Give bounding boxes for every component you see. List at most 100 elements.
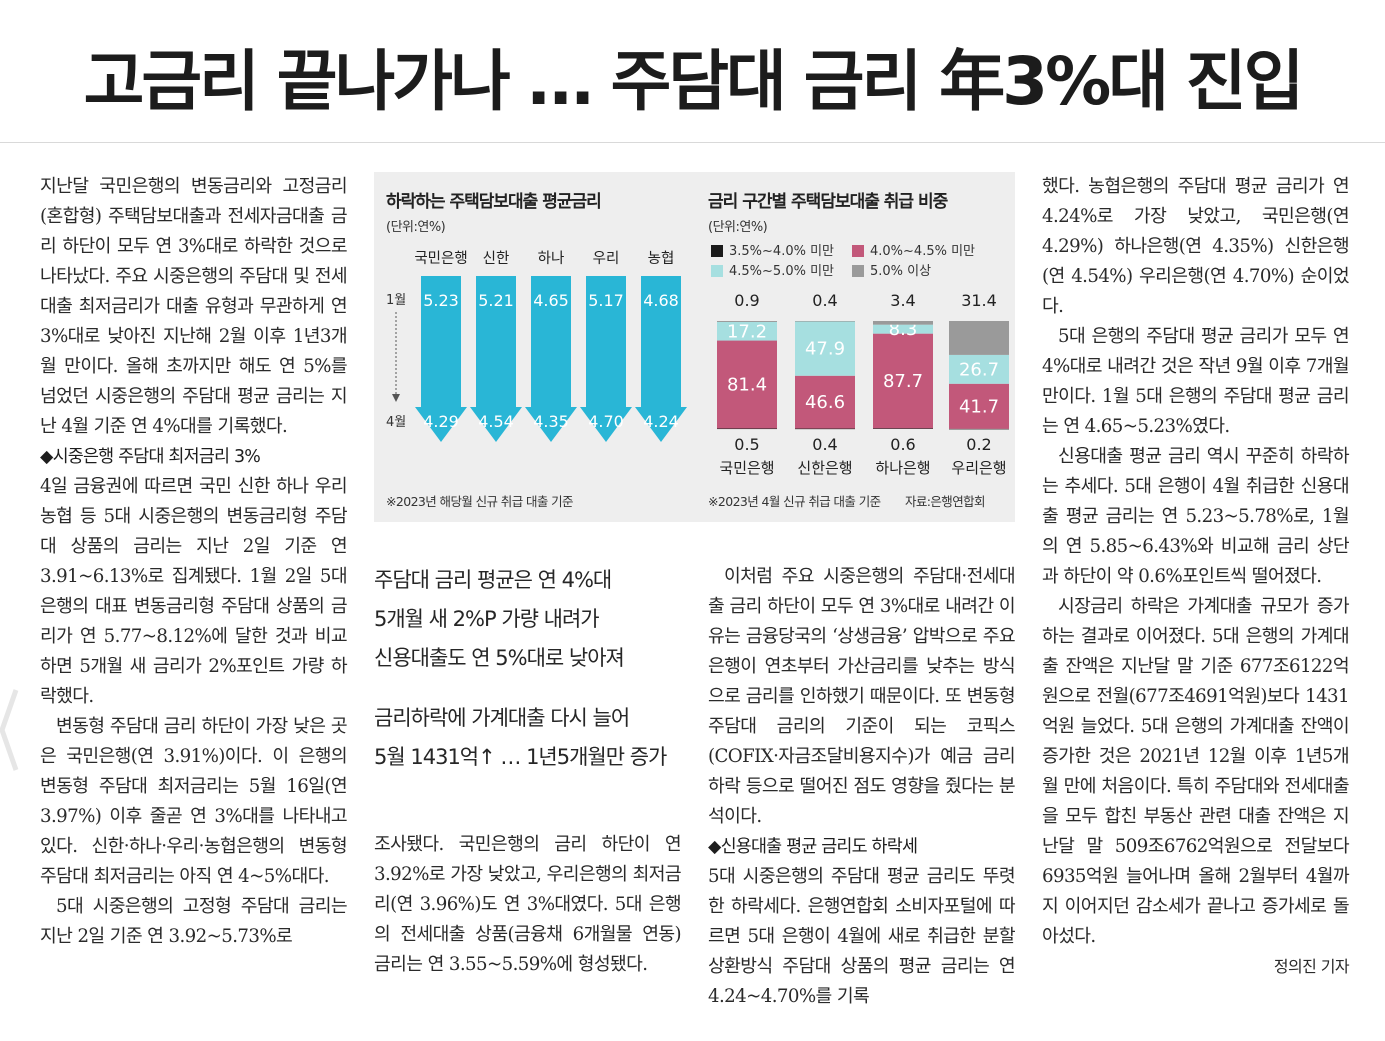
- segment-value-label: 81.4: [727, 375, 767, 396]
- paragraph: 시장금리 하락은 가계대출 규모가 증가하는 결과로 이어졌다. 5대 은행의 …: [1042, 596, 1350, 947]
- paragraph: 했다. 농협은행의 주담대 평균 금리가 연 4.24%로 가장 낮았고, 국민…: [1042, 176, 1350, 317]
- paragraph: 4일 금융권에 따르면 국민 신한 하나 우리 농협 등 5대 시중은행의 변동…: [40, 476, 348, 707]
- timeline-arrow-icon: [392, 394, 400, 402]
- chart1-title: 하락하는 주택담보대출 평균금리: [386, 192, 602, 212]
- legend-swatch: [852, 245, 864, 257]
- deck-line: 주담대 금리 평균은 연 4%대: [374, 568, 612, 592]
- deck-line: 금리하락에 가계대출 다시 늘어: [374, 706, 630, 730]
- data-label-jan: 5.21: [478, 291, 514, 310]
- category-label: 국민은행: [719, 459, 774, 477]
- deck-line: 5월 1431억↑ … 1년5개월만 증가: [374, 745, 667, 769]
- category-label: 농협: [648, 250, 675, 267]
- segment-value-label: 47.9: [805, 339, 845, 360]
- category-label: 하나: [538, 250, 565, 267]
- segment-value-label: 26.7: [959, 359, 999, 380]
- rate-arrow-bar: [470, 276, 522, 442]
- chart1-note: ※2023년 해당월 신규 취급 대출 기준: [386, 494, 574, 509]
- category-label: 국민은행: [414, 250, 467, 267]
- category-label: 하나은행: [875, 459, 930, 477]
- data-label-apr: 4.29: [423, 412, 459, 431]
- subheading: ◆신용대출 평균 금리도 하락세: [708, 837, 918, 857]
- segment-value-label: 41.7: [959, 396, 999, 417]
- chart2-title: 금리 구간별 주택담보대출 취급 비중: [708, 192, 948, 212]
- stacked-segment: [717, 340, 777, 429]
- stacked-segment: [717, 428, 777, 430]
- category-label: 우리은행: [951, 459, 1006, 477]
- top-value-label: 31.4: [961, 291, 997, 310]
- subheading: ◆시중은행 주담대 최저금리 3%: [40, 447, 261, 467]
- chart2-svg: 3.5%~4.0% 미만 4.0%~4.5% 미만 4.5%~5.0% 미만 5.0%…: [711, 244, 1009, 477]
- stacked-segment: [949, 354, 1009, 384]
- article-column-3: 조사됐다. 국민은행의 금리 하단이 연 3.92%로 가장 낮았고, 우리은행…: [374, 830, 682, 980]
- chart2-source: 자료:은행연합회: [905, 494, 986, 509]
- rate-arrow-bar: [415, 276, 467, 442]
- category-label: 신한: [483, 250, 510, 267]
- stacked-segment: [795, 375, 855, 429]
- stacked-segment: [873, 333, 933, 429]
- chart2-unit: (단위:연%): [708, 220, 768, 235]
- deck-line: 신용대출도 연 5%대로 낮아져: [374, 646, 625, 670]
- data-label-apr: 4.54: [478, 412, 514, 431]
- row-label: 1월: [386, 293, 406, 308]
- paragraph: 이처럼 주요 시중은행의 주담대·전세대출 금리 하단이 모두 연 3%대로 내…: [708, 566, 1016, 827]
- data-label-apr: 4.24: [643, 412, 679, 431]
- stacked-segment: [717, 321, 777, 322]
- headline: 고금리 끝나가나 … 주담대 금리 年3%대 진입: [83, 43, 1305, 120]
- top-value-label: 0.4: [812, 291, 837, 310]
- paragraph: 변동형 주담대 금리 하단이 가장 낮은 곳은 국민은행(연 3.91%)이다.…: [40, 716, 348, 887]
- legend-label: 4.5%~5.0% 미만: [729, 264, 834, 279]
- legend-label: 3.5%~4.0% 미만: [729, 244, 834, 259]
- infographic: 하락하는 주택담보대출 평균금리 (단위:연%) 금리 구간별 주택담보대출 취…: [374, 172, 1015, 522]
- data-label-jan: 4.65: [533, 291, 569, 310]
- stacked-segment: [873, 321, 933, 325]
- stacked-segment: [873, 324, 933, 334]
- segment-value-label: 46.6: [805, 392, 845, 413]
- legend-swatch: [711, 265, 723, 277]
- data-label-jan: 4.68: [643, 291, 679, 310]
- bottom-value-label: 0.6: [890, 435, 915, 454]
- bottom-value-label: 0.2: [966, 435, 991, 454]
- chevron-left-icon: [0, 689, 19, 771]
- row-label: 4월: [386, 415, 406, 430]
- deck-summary-1: 주담대 금리 평균은 연 4%대 5개월 새 2%P 가량 내려가 신용대출도 …: [374, 561, 625, 678]
- bottom-value-label: 0.4: [812, 435, 837, 454]
- chart2-note: ※2023년 4월 신규 취급 대출 기준: [708, 494, 881, 509]
- rate-arrow-bar: [635, 276, 687, 442]
- segment-value-label: 87.7: [883, 371, 923, 392]
- legend-swatch: [852, 265, 864, 277]
- deck-line: 5개월 새 2%P 가량 내려가: [374, 607, 600, 631]
- legend-label: 4.0%~4.5% 미만: [870, 244, 975, 259]
- deck-summary-2: 금리하락에 가계대출 다시 늘어 5월 1431억↑ … 1년5개월만 증가: [374, 699, 667, 777]
- paragraph: 5대 시중은행의 주담대 평균 금리도 뚜렷한 하락세다. 은행연합회 소비자포…: [708, 866, 1016, 1007]
- top-value-label: 3.4: [890, 291, 915, 310]
- stacked-segment: [873, 428, 933, 429]
- top-value-label: 0.9: [734, 291, 759, 310]
- legend-swatch: [711, 245, 723, 257]
- segment-value-label: 17.2: [727, 321, 767, 342]
- article-column-4: 이처럼 주요 시중은행의 주담대·전세대출 금리 하단이 모두 연 3%대로 내…: [708, 562, 1016, 1012]
- article-column-5: 했다. 농협은행의 주담대 평균 금리가 연 4.24%로 가장 낮았고, 국민…: [1042, 172, 1350, 982]
- data-label-apr: 4.35: [533, 412, 569, 431]
- headline-rule: [0, 142, 1385, 143]
- stacked-segment: [949, 321, 1009, 355]
- stacked-segment: [795, 428, 855, 430]
- stacked-segment: [717, 321, 777, 341]
- bottom-value-label: 0.5: [734, 435, 759, 454]
- article-column-1: 지난달 국민은행의 변동금리와 고정금리(혼합형) 주택담보대출과 전세자금대출…: [40, 172, 348, 952]
- chart1-unit: (단위:연%): [386, 220, 446, 235]
- paragraph: 5대 은행의 주담대 평균 금리가 모두 연 4%대로 내려간 것은 작년 9월…: [1042, 326, 1350, 437]
- paragraph: 조사됐다. 국민은행의 금리 하단이 연 3.92%로 가장 낮았고, 우리은행…: [374, 834, 682, 975]
- byline: 정의진 기자: [1273, 957, 1350, 976]
- paragraph: 5대 시중은행의 고정형 주담대 금리는 지난 2일 기준 연 3.92~5.7…: [40, 896, 348, 947]
- legend-label: 5.0% 이상: [870, 264, 931, 279]
- paragraph: 신용대출 평균 금리 역시 꾸준히 하락하는 추세다. 5대 은행이 4월 취급…: [1042, 446, 1350, 587]
- stacked-segment: [795, 321, 855, 322]
- data-label-jan: 5.17: [588, 291, 624, 310]
- category-label: 신한은행: [797, 459, 852, 477]
- stacked-segment: [949, 428, 1009, 430]
- rate-arrow-bar: [580, 276, 632, 442]
- rate-arrow-bar: [525, 276, 577, 442]
- data-label-apr: 4.70: [588, 412, 624, 431]
- category-label: 우리: [593, 250, 620, 267]
- stacked-segment: [795, 321, 855, 376]
